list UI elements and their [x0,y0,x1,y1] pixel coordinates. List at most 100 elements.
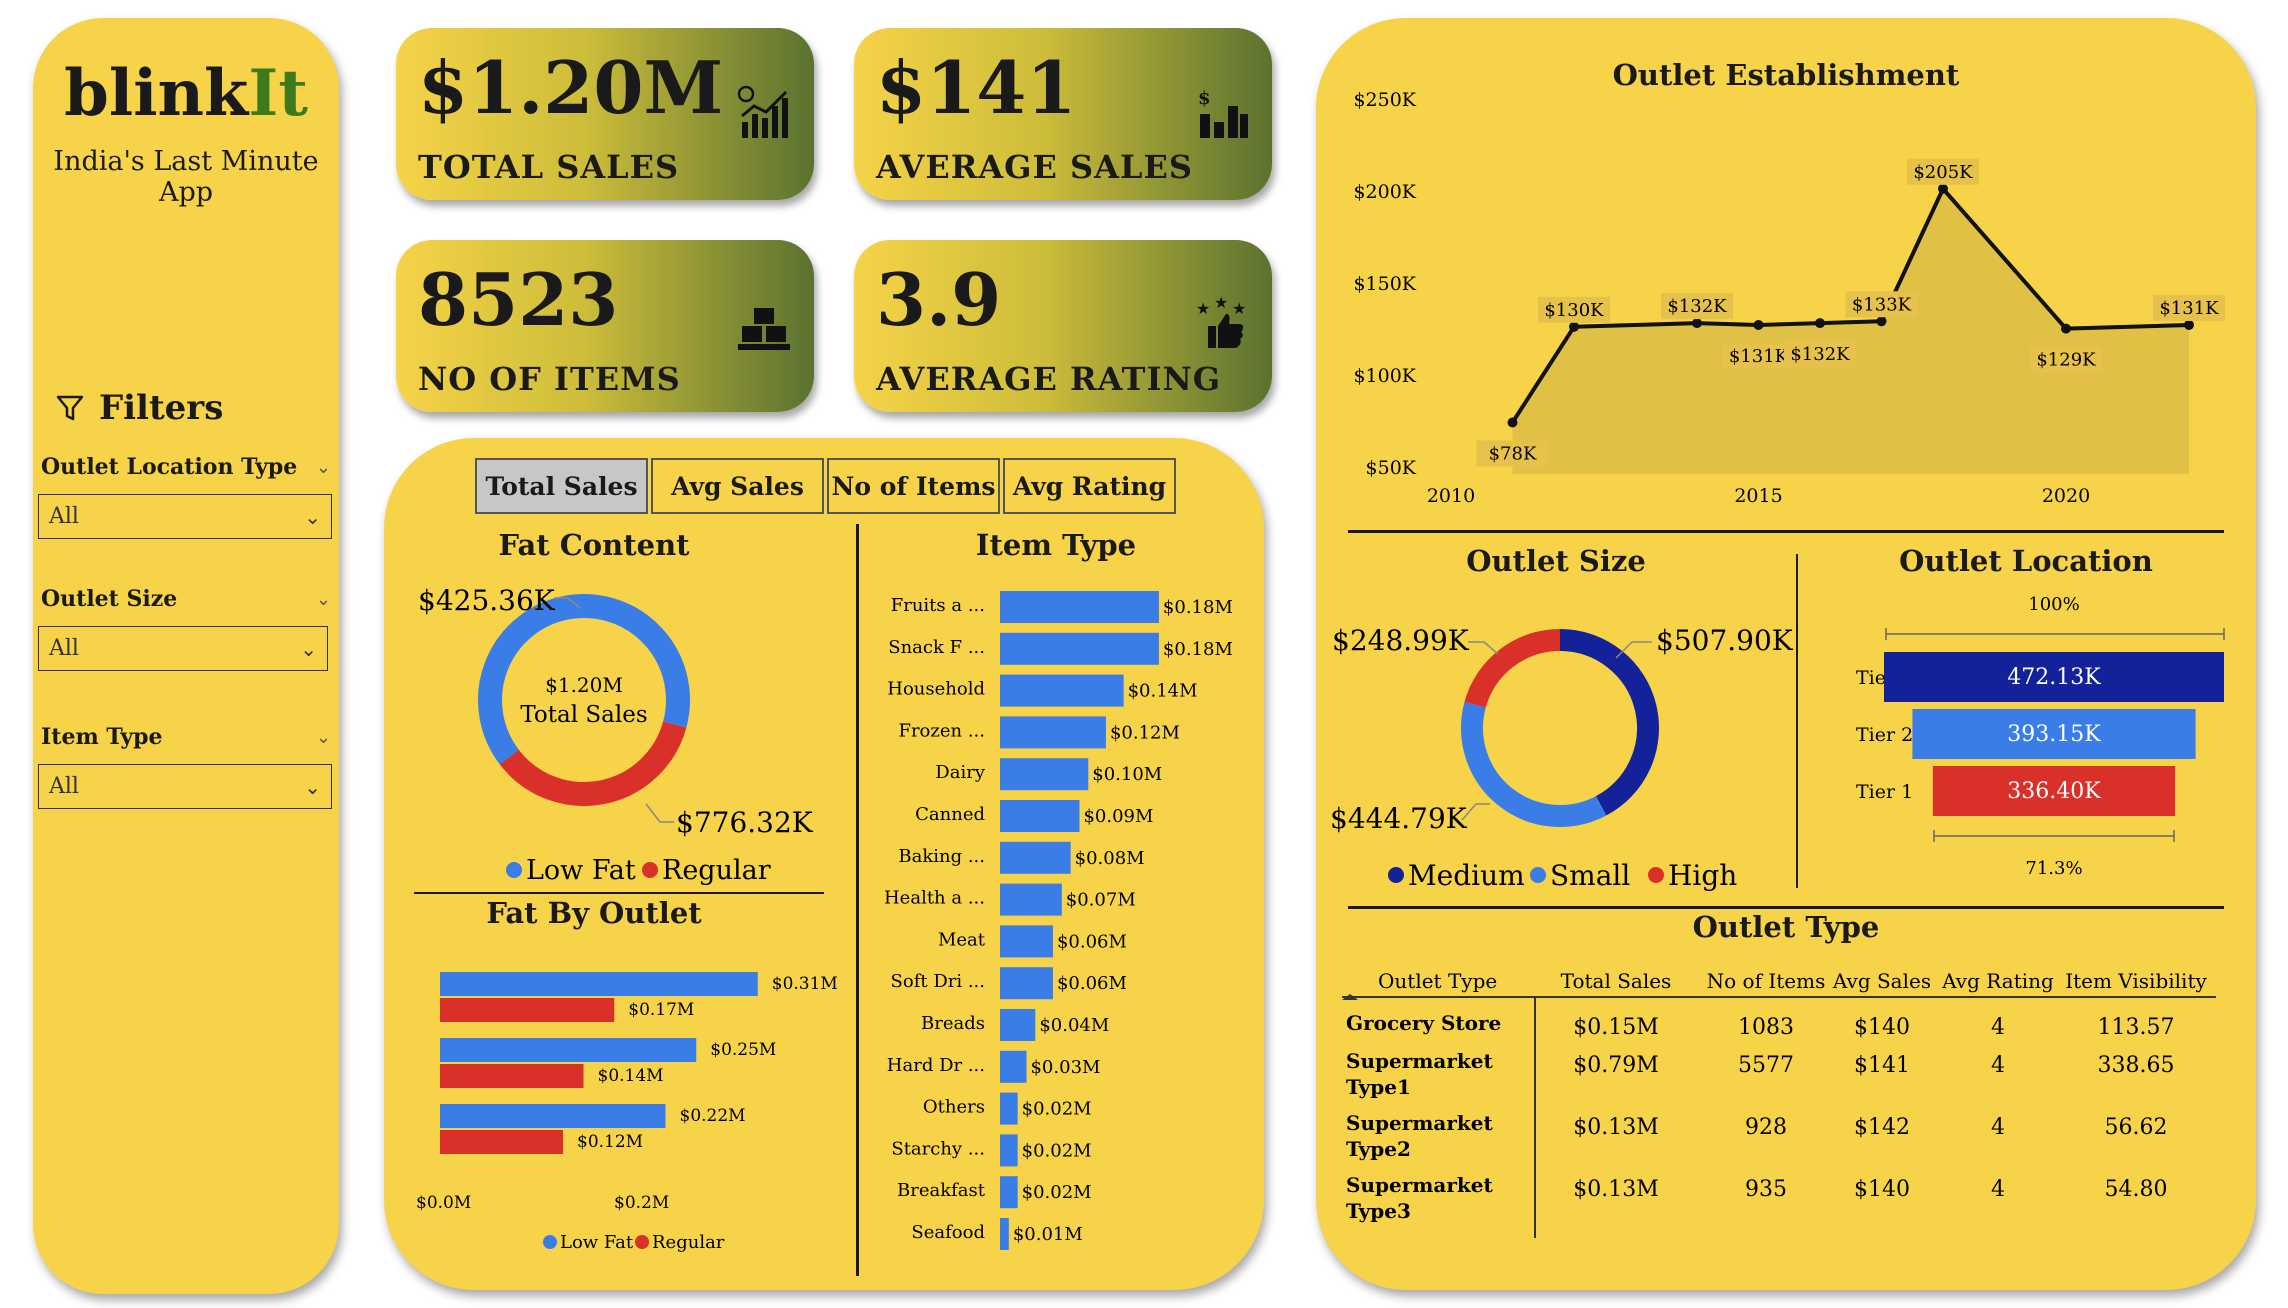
bar [1000,925,1053,958]
tab-avg-rating[interactable]: Avg Rating [1003,458,1176,514]
tab-no-of-items[interactable]: No of Items [827,458,1000,514]
boxes-icon [738,308,790,350]
svg-text:$: $ [1198,88,1211,109]
bar [440,972,758,996]
bar [1000,591,1159,623]
data-label: $0.01M [1013,1224,1083,1245]
axis-tick-label: $150K [1353,273,1416,295]
data-point [2184,319,2194,330]
outlet-location-select[interactable]: All ⌄ [38,494,332,539]
chevron-down-icon: ⌄ [304,504,321,529]
donut-slice [1559,629,1659,816]
table-cell: 5577 [1738,1053,1794,1078]
table-cell: 935 [1745,1177,1787,1202]
tab-total-sales[interactable]: Total Sales [475,458,648,514]
outlet-size-title: Outlet Size [1466,544,1646,578]
table-cell: 928 [1745,1115,1787,1140]
tab-avg-sales[interactable]: Avg Sales [651,458,824,514]
legend-marker [506,862,522,878]
table-cell: Supermarket [1346,1049,1493,1073]
rating-thumb-icon: ★ ★ ★ [1196,296,1246,348]
legend-marker [642,862,658,878]
legend-label: High [1668,859,1737,892]
data-label-bg [1845,291,1918,318]
category-label: Seafood [911,1222,985,1243]
data-label: $248.99K [1332,624,1470,657]
table-header: Total Sales [1561,969,1672,993]
chevron-down-icon[interactable]: ⌄ [315,456,331,478]
legend-marker [1648,867,1664,883]
svg-text:★: ★ [1196,299,1210,318]
bar [1000,1092,1018,1125]
kpi-total-sales: $1.20M TOTAL SALES [396,28,814,200]
table-cell: $141 [1854,1053,1910,1078]
bar [1000,1218,1009,1250]
legend-label: Low Fat [560,1232,634,1253]
bar [440,1104,666,1128]
data-label: $0.18M [1163,597,1233,618]
donut-center-value: $1.20M [545,673,623,697]
outlet-analysis-charts: $250K $200K $150K $100K $50K 2010 2015 2020 $78K… [1330,89,2225,1238]
bar [1932,766,2176,816]
bar [1000,632,1159,665]
legend-label: Small [1550,859,1630,892]
category-label: Tier 1 [1856,781,1913,803]
legend-label: Regular [652,1232,725,1253]
data-label: 393.15K [2007,722,2101,747]
donut-center-label: Total Sales [520,702,647,728]
category-label: Hard Dr ... [887,1055,985,1076]
category-label: Baking ... [898,846,985,867]
outlet-size-select[interactable]: All ⌄ [38,626,328,671]
table-cell: Type2 [1346,1137,1411,1161]
chevron-down-icon[interactable]: ⌄ [315,588,331,610]
category-label: Household [887,679,985,700]
filter-label-outlet-location: Outlet Location Type ⌄ [41,454,331,480]
legend-marker [1388,867,1404,883]
sales-chart-icon [737,85,788,138]
legend-marker [635,1235,649,1249]
category-label: Tier 2 [1856,724,1913,746]
brand-tagline: India's Last Minute App [53,146,319,208]
item-type-select[interactable]: All ⌄ [38,764,332,809]
brand-logo: blinkIt [64,56,308,131]
data-point [1753,319,1764,330]
data-label: $129K [2036,350,2096,371]
kpi-average-sales: $141 AVERAGE SALES $ [854,28,1272,200]
category-label: Soft Dri ... [891,971,985,992]
bar-chart-dollar-icon: $ [1198,88,1248,138]
table-cell: $140 [1854,1015,1910,1040]
legend-label: Low Fat [526,855,636,886]
data-label: $0.12M [1110,722,1180,743]
table-cell: 1083 [1738,1015,1794,1040]
bar [440,1064,584,1088]
bar [1000,1050,1027,1083]
table-cell: 113.57 [2098,1015,2175,1040]
table-cell: $0.13M [1573,1177,1659,1202]
axis-tick-label: 2015 [1734,485,1782,507]
table-cell: 4 [1991,1177,2005,1202]
data-label: $0.03M [1030,1057,1100,1078]
table-header: Outlet Type [1378,969,1497,993]
data-label: $0.08M [1075,848,1145,869]
leader-line [1468,641,1499,655]
svg-text:★: ★ [1232,299,1246,318]
leader-line [554,597,581,609]
chevron-down-icon[interactable]: ⌄ [315,726,331,748]
data-label-bg [1538,296,1610,323]
bar [1000,967,1053,1000]
axis-tick-label: 2020 [2042,485,2090,507]
axis-tick-label: $0.2M [614,1193,669,1213]
axis-tick-label: $100K [1353,365,1416,387]
data-label-bg [1907,158,1979,185]
leader-line [1461,803,1490,821]
category-label: Snack F ... [888,637,985,658]
bar [440,1038,697,1062]
data-label: $131K [1729,346,1789,367]
axis-tick-label: $200K [1353,181,1416,203]
data-label-bg [2030,346,2102,373]
donut-slice [1464,629,1561,708]
horizontal-divider [414,892,824,894]
table-cell: 4 [1991,1053,2005,1078]
donut-slice [499,721,687,806]
table-cell: Type1 [1346,1075,1411,1099]
